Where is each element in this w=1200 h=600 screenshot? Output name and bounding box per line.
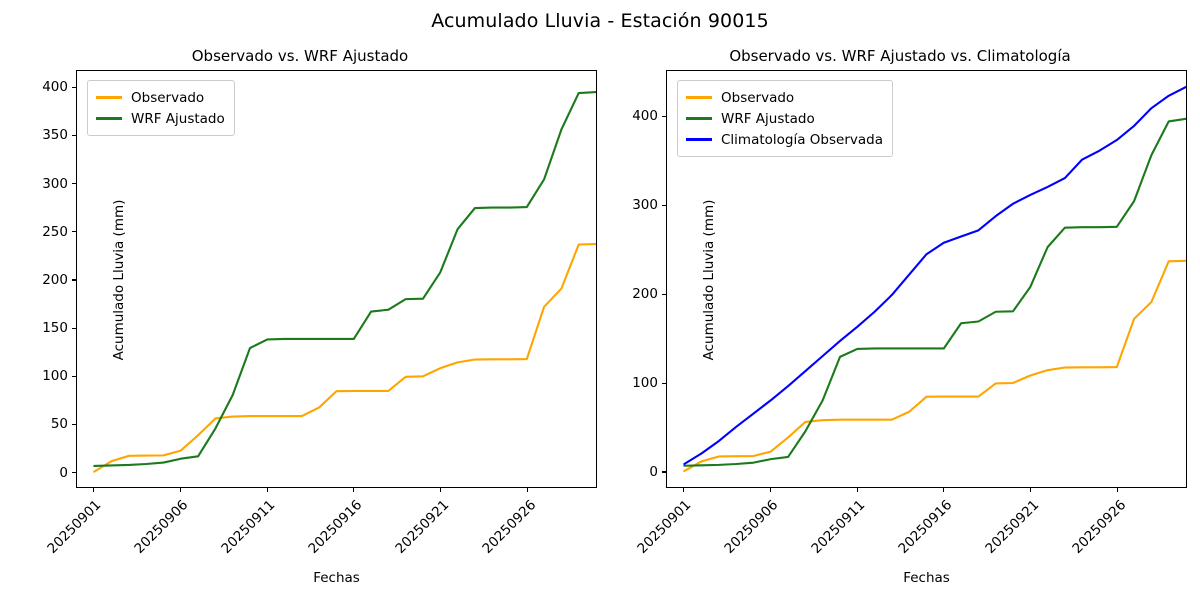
chart-panel-right: Observado vs. WRF Ajustado vs. Climatolo… <box>600 0 1200 600</box>
x-axis-label-right: Fechas <box>903 570 950 586</box>
plot-lines-right <box>667 71 1186 487</box>
y-tick-mark <box>662 115 666 117</box>
y-tick-mark <box>72 231 76 233</box>
y-tick-label: 250 <box>42 223 68 240</box>
y-tick-mark <box>662 382 666 384</box>
y-tick-mark <box>72 327 76 329</box>
y-tick-mark <box>72 375 76 377</box>
legend-label: Climatología Observada <box>721 131 883 148</box>
x-tick-mark <box>769 488 771 492</box>
y-tick-label: 350 <box>42 127 68 144</box>
y-tick-label: 300 <box>42 175 68 192</box>
y-tick-label: 100 <box>632 375 658 392</box>
legend-item[interactable]: Climatología Observada <box>686 129 883 150</box>
y-tick-mark <box>72 279 76 281</box>
x-tick-mark <box>856 488 858 492</box>
y-tick-mark <box>72 183 76 185</box>
x-tick-mark <box>527 488 529 492</box>
legend-color-swatch <box>96 117 122 120</box>
y-tick-label: 150 <box>42 320 68 337</box>
y-tick-label: 400 <box>42 79 68 96</box>
x-tick-mark <box>92 488 94 492</box>
y-tick-label: 400 <box>632 108 658 125</box>
plot-lines-left <box>77 71 596 487</box>
y-tick-mark <box>72 134 76 137</box>
y-tick-mark <box>662 293 666 295</box>
y-tick-label: 200 <box>42 271 68 288</box>
y-tick-mark <box>72 86 76 88</box>
y-tick-mark <box>72 423 76 426</box>
y-tick-label: 0 <box>649 463 658 480</box>
y-tick-mark <box>662 471 666 473</box>
legend-item[interactable]: WRF Ajustado <box>96 108 225 129</box>
plot-area-left <box>76 70 597 488</box>
x-tick-mark <box>1030 488 1032 492</box>
legend-color-swatch <box>686 96 712 99</box>
x-tick-mark <box>943 488 945 492</box>
legend-label: Observado <box>721 89 795 106</box>
series-line-observado <box>94 244 596 472</box>
y-tick-mark <box>72 472 76 474</box>
series-line-wrf-ajustado <box>684 119 1186 466</box>
y-tick-label: 0 <box>59 464 68 481</box>
legend-item[interactable]: WRF Ajustado <box>686 108 883 129</box>
legend-color-swatch <box>96 96 122 99</box>
x-tick-mark <box>440 488 442 492</box>
y-tick-label: 50 <box>50 416 68 433</box>
x-tick-mark <box>266 488 268 492</box>
legend-label: Observado <box>131 89 205 106</box>
legend-item[interactable]: Observado <box>96 87 225 108</box>
legend-color-swatch <box>686 117 712 120</box>
legend-right[interactable]: Observado WRF Ajustado Climatología Observ… <box>677 80 893 157</box>
series-line-climatolog-a-observada <box>684 87 1186 464</box>
legend-label: WRF Ajustado <box>131 110 225 127</box>
legend-left[interactable]: Observado WRF Ajustado <box>87 80 235 136</box>
panel-right-title: Observado vs. WRF Ajustado vs. Climatolo… <box>729 47 1071 65</box>
legend-item[interactable]: Observado <box>686 87 883 108</box>
x-tick-mark <box>1117 488 1119 492</box>
y-tick-label: 300 <box>632 197 658 214</box>
chart-panel-left: Observado vs. WRF Ajustado 0 50 100 150 200 2… <box>42 47 597 586</box>
legend-color-swatch <box>686 138 712 141</box>
x-tick-mark <box>353 488 355 492</box>
x-axis-label-left: Fechas <box>313 570 360 586</box>
x-tick-mark <box>179 488 181 492</box>
y-tick-label: 200 <box>632 286 658 303</box>
y-tick-mark <box>662 204 666 206</box>
y-tick-label: 100 <box>42 368 68 385</box>
series-line-wrf-ajustado <box>94 92 596 466</box>
series-line-observado <box>684 261 1186 471</box>
figure-suptitle: Acumulado Lluvia - Estación 90015 <box>431 10 769 32</box>
legend-label: WRF Ajustado <box>721 110 815 127</box>
x-tick-mark <box>682 488 684 492</box>
panel-left-title: Observado vs. WRF Ajustado <box>191 47 409 65</box>
